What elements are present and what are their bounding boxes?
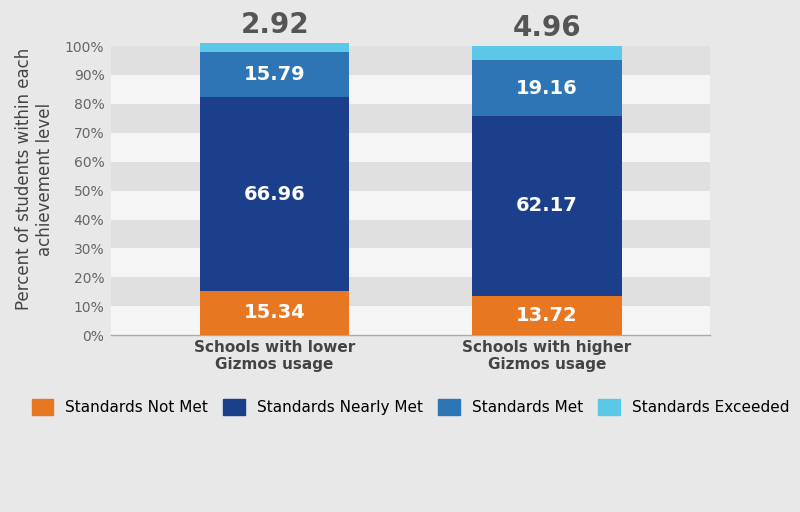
Bar bbox=[111, 75, 710, 104]
Bar bbox=[200, 97, 350, 291]
Bar bbox=[111, 220, 710, 248]
Bar bbox=[200, 291, 350, 335]
Bar bbox=[111, 133, 710, 162]
Text: 4.96: 4.96 bbox=[512, 14, 581, 41]
Bar bbox=[111, 278, 710, 306]
Bar bbox=[111, 248, 710, 278]
Bar bbox=[200, 52, 350, 97]
Legend: Standards Not Met, Standards Nearly Met, Standards Met, Standards Exceeded: Standards Not Met, Standards Nearly Met,… bbox=[26, 393, 796, 421]
Text: 2.92: 2.92 bbox=[240, 11, 309, 39]
Text: 19.16: 19.16 bbox=[516, 78, 578, 98]
Y-axis label: Percent of students within each
achievement level: Percent of students within each achievem… bbox=[15, 48, 54, 310]
Bar bbox=[111, 306, 710, 335]
Text: 62.17: 62.17 bbox=[516, 196, 578, 215]
Text: 66.96: 66.96 bbox=[244, 184, 306, 204]
Bar bbox=[111, 46, 710, 75]
Text: 15.34: 15.34 bbox=[244, 304, 306, 323]
Bar bbox=[111, 104, 710, 133]
Bar bbox=[472, 60, 622, 116]
Bar bbox=[472, 116, 622, 295]
Text: 13.72: 13.72 bbox=[516, 306, 578, 325]
Text: 15.79: 15.79 bbox=[244, 65, 306, 84]
Bar bbox=[472, 46, 622, 60]
Bar bbox=[111, 190, 710, 220]
Bar bbox=[200, 43, 350, 52]
Bar bbox=[472, 295, 622, 335]
Bar bbox=[111, 162, 710, 190]
